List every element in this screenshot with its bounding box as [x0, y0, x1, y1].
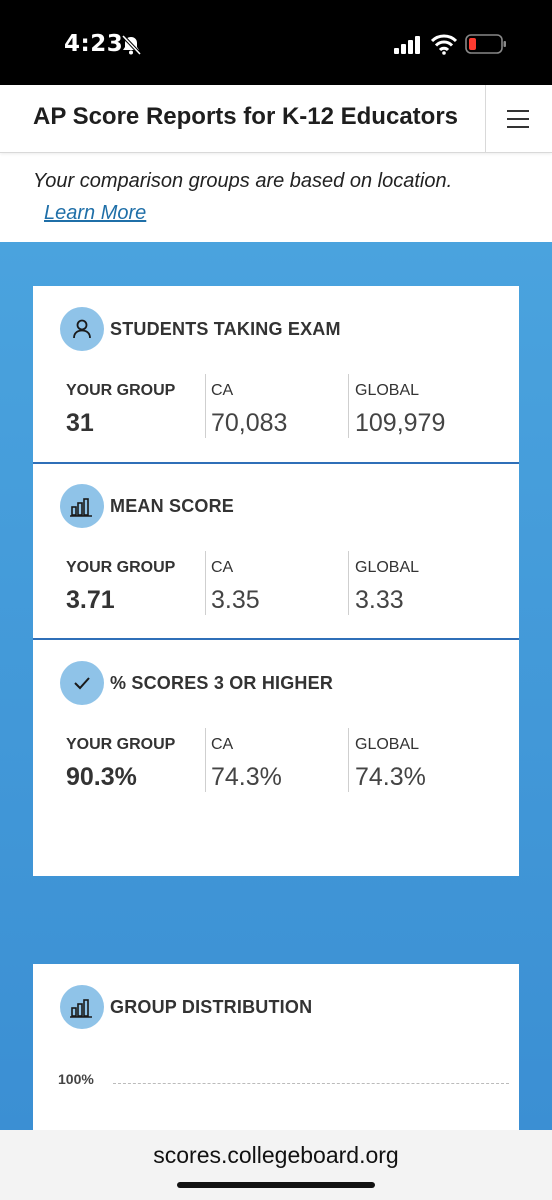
battery-low-icon	[465, 34, 506, 54]
global-value: 3.33	[355, 586, 404, 614]
scores-3-or-higher-section: % SCORES 3 OR HIGHER YOUR GROUP 90.3% CA…	[33, 640, 519, 876]
mean-score-section: MEAN SCORE YOUR GROUP 3.71 CA 3.35 GLOBA…	[33, 464, 519, 638]
section-title: % SCORES 3 OR HIGHER	[110, 673, 334, 693]
ca-label: CA	[211, 736, 234, 753]
page-title: AP Score Reports for K-12 Educators	[33, 103, 459, 130]
your-group-label: YOUR GROUP	[66, 559, 176, 576]
section-title: GROUP DISTRIBUTION	[110, 997, 313, 1017]
status-bar: 4:23	[0, 0, 552, 85]
students-taking-exam-section: STUDENTS TAKING EXAM YOUR GROUP 31 CA 70…	[33, 286, 519, 462]
stats-card: STUDENTS TAKING EXAM YOUR GROUP 31 CA 70…	[33, 286, 519, 876]
hamburger-menu-icon[interactable]	[505, 106, 531, 132]
column-separator	[205, 551, 206, 615]
global-label: GLOBAL	[355, 382, 420, 399]
ca-value: 74.3%	[211, 763, 282, 791]
header-divider	[485, 85, 486, 153]
column-separator	[348, 728, 349, 792]
browser-url-bar[interactable]: scores.collegeboard.org	[0, 1130, 552, 1200]
bar-chart-icon	[70, 999, 92, 1018]
column-separator	[205, 374, 206, 438]
ca-value: 3.35	[211, 586, 260, 614]
gridline	[113, 1083, 509, 1084]
column-separator	[348, 374, 349, 438]
section-divider	[33, 638, 519, 640]
bell-muted-icon	[121, 34, 142, 56]
section-divider	[33, 462, 519, 464]
ca-label: CA	[211, 382, 234, 399]
bar-chart-icon-circle	[60, 985, 104, 1029]
status-time: 4:23	[64, 31, 124, 57]
your-group-label: YOUR GROUP	[66, 736, 176, 753]
column-separator	[348, 551, 349, 615]
url-text[interactable]: scores.collegeboard.org	[153, 1142, 399, 1168]
global-label: GLOBAL	[355, 559, 420, 576]
section-title: STUDENTS TAKING EXAM	[110, 319, 341, 339]
person-icon-circle	[60, 307, 104, 351]
global-value: 74.3%	[355, 763, 426, 791]
person-icon	[73, 319, 91, 339]
axis-label-100: 100%	[58, 1071, 94, 1087]
section-title: MEAN SCORE	[110, 496, 235, 516]
ca-value: 70,083	[211, 409, 288, 437]
ca-label: CA	[211, 559, 234, 576]
your-group-value: 3.71	[66, 586, 115, 614]
your-group-value: 90.3%	[66, 763, 137, 791]
group-distribution-card: GROUP DISTRIBUTION 100%	[33, 964, 519, 1134]
home-indicator[interactable]	[177, 1182, 375, 1188]
checkmark-icon	[74, 677, 90, 690]
column-separator	[205, 728, 206, 792]
global-value: 109,979	[355, 409, 446, 437]
global-label: GLOBAL	[355, 736, 420, 753]
your-group-value: 31	[66, 409, 94, 437]
learn-more-link[interactable]: Learn More	[44, 202, 147, 224]
app-header: AP Score Reports for K-12 Educators	[0, 85, 552, 153]
wifi-icon	[431, 34, 457, 55]
cell-signal-icon	[394, 36, 420, 54]
your-group-label: YOUR GROUP	[66, 382, 176, 399]
bar-chart-icon	[70, 498, 92, 517]
checkmark-icon-circle	[60, 661, 104, 705]
comparison-info-text: Your comparison groups are based on loca…	[33, 170, 453, 192]
bar-chart-icon-circle	[60, 484, 104, 528]
